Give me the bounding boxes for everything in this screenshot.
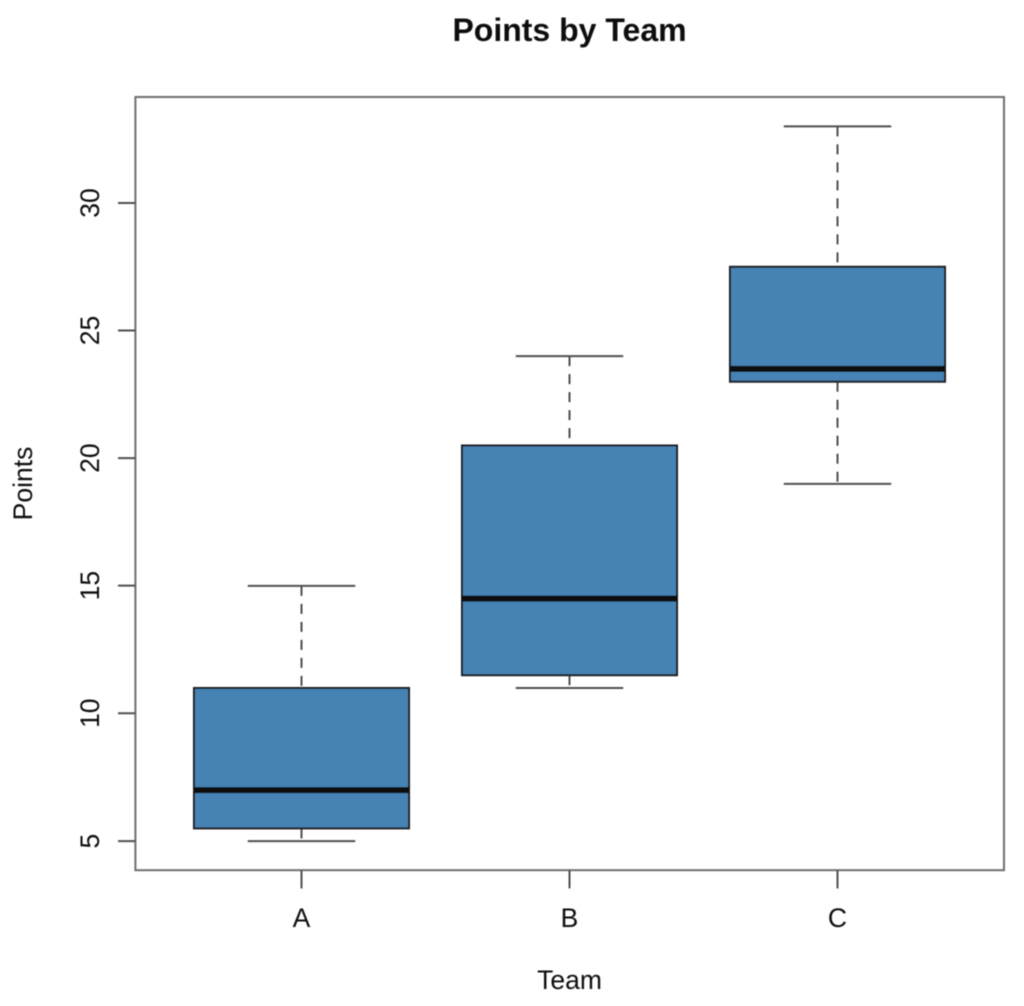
svg-text:Points by Team: Points by Team xyxy=(452,12,686,48)
svg-text:20: 20 xyxy=(75,443,105,472)
svg-text:10: 10 xyxy=(75,698,105,727)
svg-text:C: C xyxy=(828,903,847,933)
svg-text:A: A xyxy=(293,903,311,933)
svg-text:Team: Team xyxy=(537,965,602,995)
svg-text:B: B xyxy=(561,903,579,933)
svg-text:15: 15 xyxy=(75,571,105,600)
svg-text:Points: Points xyxy=(8,447,38,521)
svg-text:25: 25 xyxy=(75,316,105,345)
svg-text:5: 5 xyxy=(75,834,105,849)
svg-text:30: 30 xyxy=(75,188,105,217)
